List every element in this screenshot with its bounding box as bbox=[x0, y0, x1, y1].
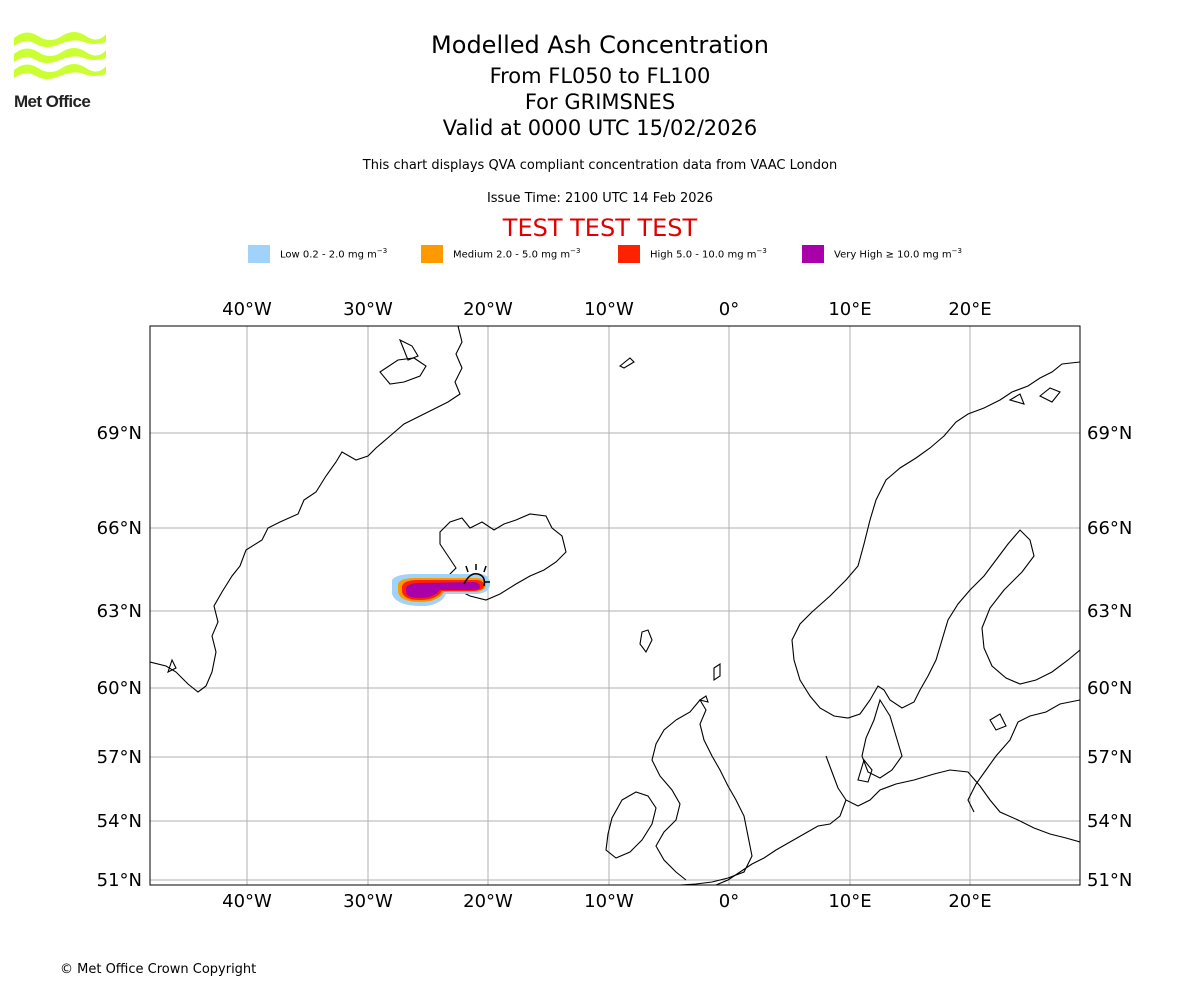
lat-label: 69°N bbox=[1087, 423, 1132, 444]
lat-label: 51°N bbox=[97, 870, 142, 891]
lat-label: 60°N bbox=[1087, 678, 1132, 699]
lat-label: 51°N bbox=[1087, 870, 1132, 891]
lat-label: 54°N bbox=[97, 811, 142, 832]
legend-label-medium: Medium 2.0 - 5.0 bbox=[453, 249, 538, 261]
ash-plume bbox=[392, 574, 490, 606]
map-coastlines bbox=[150, 326, 1080, 885]
legend-item-high: High 5.0 - 10.0 mg m−3 bbox=[618, 244, 767, 264]
flight-level-range: From FL050 to FL100 bbox=[489, 64, 711, 88]
map-frame bbox=[149, 325, 1081, 886]
lon-label: 20°E bbox=[948, 891, 991, 912]
volcano-icon bbox=[463, 564, 490, 587]
longitude-labels-top: 40°W 30°W 20°W 10°W 0° 10°E 20°E bbox=[222, 299, 991, 320]
legend-item-very-high: Very High ≥ 10.0 mg m−3 bbox=[802, 244, 962, 264]
ireland-coast bbox=[605, 791, 657, 859]
lon-label: 10°E bbox=[828, 891, 871, 912]
chart-title: Modelled Ash Concentration bbox=[431, 31, 769, 59]
lon-label: 40°W bbox=[222, 891, 272, 912]
lat-label: 63°N bbox=[1087, 601, 1132, 622]
legend-swatch-very-high bbox=[802, 245, 824, 263]
great-britain-coast bbox=[675, 699, 753, 885]
legend-item-medium: Medium 2.0 - 5.0 mg m−3 bbox=[421, 244, 580, 264]
lat-label: 66°N bbox=[97, 518, 142, 539]
test-banner: TEST TEST TEST bbox=[502, 214, 698, 242]
issue-time: Issue Time: 2100 UTC 14 Feb 2026 bbox=[486, 191, 714, 206]
map-gridlines bbox=[150, 326, 1080, 885]
legend-swatch-high bbox=[618, 245, 640, 263]
lat-label: 69°N bbox=[97, 423, 142, 444]
lon-label: 10°E bbox=[828, 299, 871, 320]
lat-label: 63°N bbox=[97, 601, 142, 622]
lon-label: 0° bbox=[719, 891, 739, 912]
lon-label: 20°E bbox=[948, 299, 991, 320]
lat-label: 57°N bbox=[97, 747, 142, 768]
legend-swatch-medium bbox=[421, 245, 443, 263]
lat-label: 60°N bbox=[97, 678, 142, 699]
lon-label: 30°W bbox=[343, 891, 393, 912]
met-office-waves-icon bbox=[14, 32, 106, 79]
valid-time: Valid at 0000 UTC 15/02/2026 bbox=[442, 116, 758, 140]
legend-label-very-high: Very High ≥ 10.0 bbox=[834, 249, 920, 261]
legend-swatch-low bbox=[248, 245, 270, 263]
volcano-name: For GRIMSNES bbox=[524, 90, 676, 114]
latitude-labels-right: 69°N 66°N 63°N 60°N 57°N 54°N 51°N bbox=[1087, 423, 1132, 891]
legend-label-high: High 5.0 - 10.0 bbox=[650, 249, 725, 261]
lon-label: 30°W bbox=[343, 299, 393, 320]
lon-label: 40°W bbox=[222, 299, 272, 320]
legend-item-low: Low 0.2 - 2.0 mg m−3 bbox=[248, 244, 387, 264]
met-office-logo: Met Office bbox=[14, 30, 109, 112]
lon-label: 0° bbox=[719, 299, 739, 320]
ash-area-very-high bbox=[406, 582, 480, 598]
continent-coast bbox=[825, 755, 1080, 843]
lon-label: 20°W bbox=[463, 299, 513, 320]
scandinavia-coast bbox=[791, 361, 1080, 719]
latitude-labels-left: 69°N 66°N 63°N 60°N 57°N 54°N 51°N bbox=[97, 423, 142, 891]
legend-label-low: Low 0.2 - 2.0 bbox=[280, 249, 345, 261]
logo-text: Met Office bbox=[14, 92, 91, 111]
lon-label: 10°W bbox=[584, 299, 634, 320]
chart-description: This chart displays QVA compliant concen… bbox=[362, 158, 838, 173]
lon-label: 10°W bbox=[584, 891, 634, 912]
lat-label: 57°N bbox=[1087, 747, 1132, 768]
lat-label: 66°N bbox=[1087, 518, 1132, 539]
greenland-coast bbox=[150, 326, 463, 693]
lat-label: 54°N bbox=[1087, 811, 1132, 832]
copyright-notice: © Met Office Crown Copyright bbox=[60, 962, 257, 977]
lon-label: 20°W bbox=[463, 891, 513, 912]
longitude-labels-bottom: 40°W 30°W 20°W 10°W 0° 10°E 20°E bbox=[222, 891, 991, 912]
